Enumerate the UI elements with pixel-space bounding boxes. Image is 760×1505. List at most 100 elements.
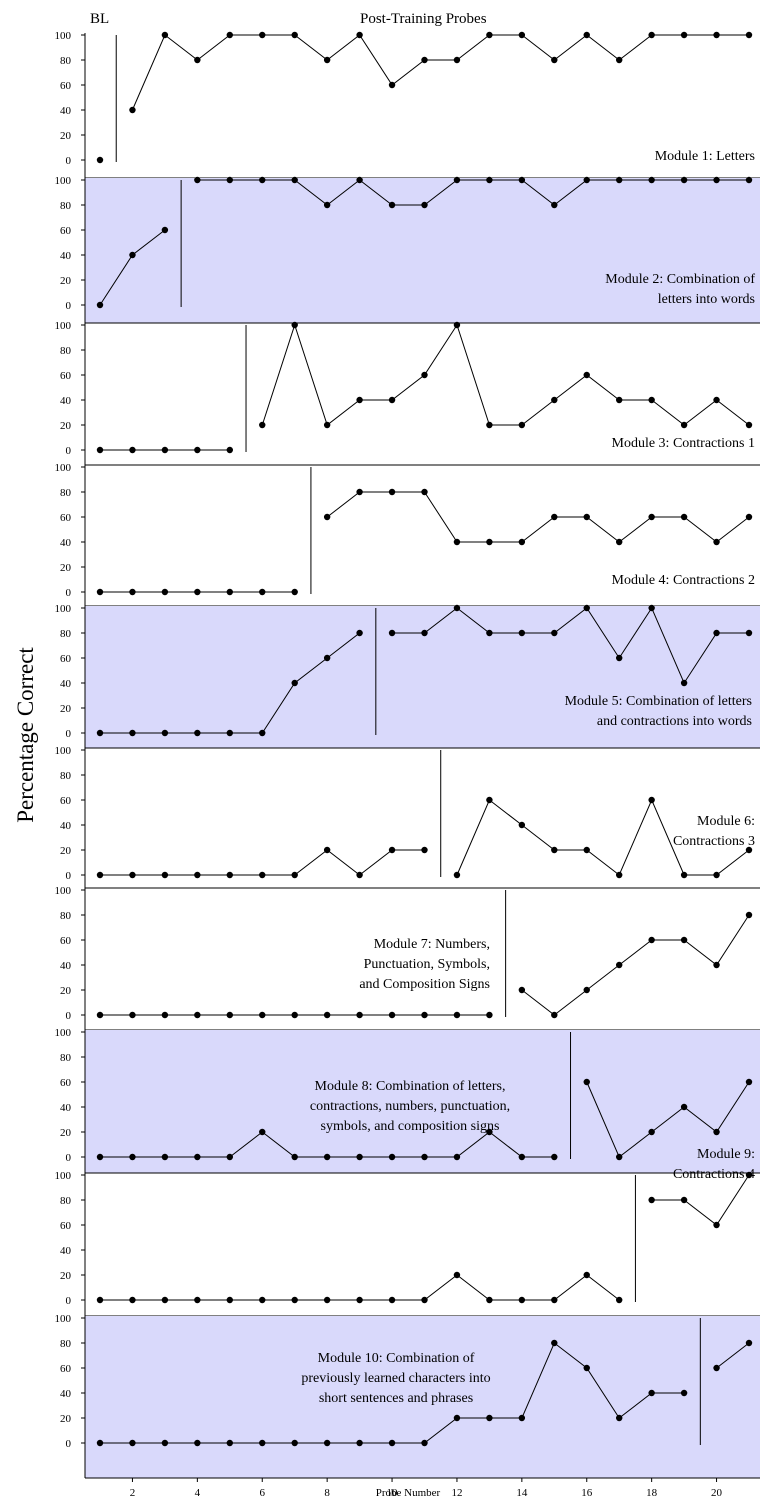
y-tick-label: 20: [60, 1413, 72, 1425]
x-tick-label: 20: [711, 1487, 723, 1499]
y-tick-label: 80: [60, 628, 72, 640]
y-tick-label: 100: [55, 320, 72, 332]
baseline-data-point: [454, 1272, 460, 1278]
baseline-data-point: [162, 1154, 168, 1160]
y-tick-label: 80: [60, 55, 72, 67]
post-data-point: [648, 1129, 654, 1135]
post-data-point: [713, 1365, 719, 1371]
y-tick-label: 80: [60, 487, 72, 499]
post-data-point: [584, 372, 590, 378]
post-data-point: [713, 397, 719, 403]
y-tick-label: 100: [55, 885, 72, 897]
baseline-series-line: [100, 850, 425, 875]
post-data-point: [454, 177, 460, 183]
module-label-line: short sentences and phrases: [319, 1391, 473, 1406]
y-tick-label: 100: [55, 745, 72, 757]
module-label-line: Contractions 3: [673, 834, 755, 849]
post-data-point: [681, 1104, 687, 1110]
baseline-data-point: [97, 589, 103, 595]
y-axis-label: Percentage Correct: [13, 647, 38, 823]
post-data-point: [681, 514, 687, 520]
baseline-data-point: [97, 872, 103, 878]
post-data-point: [584, 847, 590, 853]
baseline-data-point: [454, 1012, 460, 1018]
module-label-line: Punctuation, Symbols,: [364, 957, 490, 972]
post-series-line: [652, 1175, 749, 1225]
post-data-point: [584, 514, 590, 520]
baseline-data-point: [129, 447, 135, 453]
post-data-point: [486, 797, 492, 803]
baseline-data-point: [162, 1297, 168, 1303]
module-label-line: Contractions 4: [673, 1167, 755, 1182]
post-data-point: [389, 630, 395, 636]
y-tick-label: 80: [60, 1052, 72, 1064]
baseline-data-point: [259, 730, 265, 736]
y-tick-label: 0: [66, 445, 72, 457]
post-data-point: [746, 630, 752, 636]
y-tick-label: 60: [60, 80, 72, 92]
baseline-data-point: [194, 730, 200, 736]
post-data-point: [389, 82, 395, 88]
baseline-data-point: [454, 1415, 460, 1421]
baseline-data-point: [519, 1154, 525, 1160]
baseline-data-point: [292, 1012, 298, 1018]
baseline-data-point: [421, 1154, 427, 1160]
post-data-point: [324, 202, 330, 208]
post-data-point: [519, 422, 525, 428]
baseline-data-point: [551, 1340, 557, 1346]
baseline-data-point: [97, 1154, 103, 1160]
post-data-point: [746, 177, 752, 183]
post-data-point: [259, 422, 265, 428]
y-tick-label: 20: [60, 845, 72, 857]
baseline-data-point: [259, 1012, 265, 1018]
baseline-data-point: [162, 1440, 168, 1446]
baseline-data-point: [97, 1440, 103, 1446]
y-tick-label: 100: [55, 462, 72, 474]
y-tick-label: 60: [60, 1220, 72, 1232]
post-data-point: [454, 539, 460, 545]
baseline-data-point: [259, 589, 265, 595]
module-label-line: Module 7: Numbers,: [374, 937, 490, 952]
y-tick-label: 60: [60, 1077, 72, 1089]
y-tick-label: 0: [66, 870, 72, 882]
baseline-data-point: [227, 589, 233, 595]
post-data-point: [681, 680, 687, 686]
post-data-point: [681, 422, 687, 428]
y-tick-label: 100: [55, 603, 72, 615]
baseline-data-point: [324, 847, 330, 853]
baseline-data-point: [519, 1415, 525, 1421]
y-tick-label: 40: [60, 395, 72, 407]
baseline-data-point: [292, 1297, 298, 1303]
baseline-data-point: [616, 1297, 622, 1303]
y-tick-label: 20: [60, 130, 72, 142]
baseline-data-point: [259, 1297, 265, 1303]
y-tick-label: 80: [60, 910, 72, 922]
y-tick-label: 40: [60, 1102, 72, 1114]
x-tick-label: 4: [195, 1487, 201, 1499]
baseline-data-point: [129, 872, 135, 878]
y-tick-label: 20: [60, 985, 72, 997]
module-label-line: Module 1: Letters: [655, 149, 755, 164]
baseline-data-point: [227, 447, 233, 453]
post-data-point: [356, 32, 362, 38]
baseline-data-point: [486, 1297, 492, 1303]
post-data-point: [713, 1129, 719, 1135]
module-label-line: letters into words: [658, 292, 755, 307]
post-data-point: [551, 514, 557, 520]
post-data-point: [551, 202, 557, 208]
baseline-data-point: [616, 1415, 622, 1421]
y-tick-label: 80: [60, 1195, 72, 1207]
baseline-data-point: [227, 1154, 233, 1160]
module-label-line: Module 2: Combination of: [605, 272, 755, 287]
y-tick-label: 0: [66, 587, 72, 599]
post-data-point: [681, 1197, 687, 1203]
baseline-data-point: [389, 1440, 395, 1446]
post-data-point: [454, 605, 460, 611]
y-tick-label: 40: [60, 1245, 72, 1257]
baseline-data-point: [356, 1154, 362, 1160]
x-tick-label: 6: [260, 1487, 266, 1499]
post-data-point: [324, 514, 330, 520]
